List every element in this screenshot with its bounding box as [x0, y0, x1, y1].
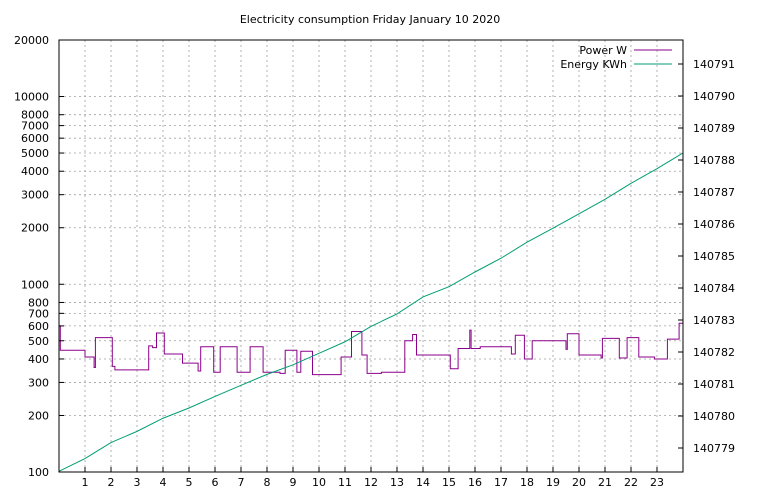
x-tick-label: 12 — [364, 476, 378, 489]
x-tick-label: 14 — [416, 476, 430, 489]
y-tick-label: 600 — [28, 320, 49, 333]
legend: Power W Energy KWh — [560, 44, 672, 71]
x-tick-label: 13 — [390, 476, 404, 489]
legend-label-energy: Energy KWh — [560, 58, 627, 71]
y-tick-label: 300 — [28, 376, 49, 389]
plot-area — [58, 152, 684, 472]
y2-tick-label: 140782 — [693, 346, 735, 359]
y2-tick-label: 140785 — [693, 250, 735, 263]
x-tick-label: 10 — [312, 476, 326, 489]
x-tick-label: 21 — [598, 476, 612, 489]
y2-tick-label: 140791 — [693, 58, 735, 71]
y-tick-label: 7000 — [21, 120, 49, 133]
x-tick-label: 2 — [108, 476, 115, 489]
x-tick-label: 18 — [520, 476, 534, 489]
y-tick-label: 100 — [28, 466, 49, 479]
x-tick-label: 15 — [442, 476, 456, 489]
x-tick-label: 6 — [212, 476, 219, 489]
y2-tick-label: 140789 — [693, 122, 735, 135]
x-tick-label: 1 — [82, 476, 89, 489]
y-tick-label: 2000 — [21, 222, 49, 235]
axis-ticks: 1 2 3 4 5 6 7 8 9 10 11 12 13 14 15 16 17 18 19 20 21 22 23100… — [14, 34, 735, 489]
x-tick-label: 17 — [494, 476, 508, 489]
y-tick-label: 200 — [28, 409, 49, 422]
y2-tick-label: 140788 — [693, 154, 735, 167]
y2-tick-label: 140779 — [693, 442, 735, 455]
y-tick-label: 10000 — [14, 91, 49, 104]
x-tick-label: 7 — [238, 476, 245, 489]
x-tick-label: 8 — [264, 476, 271, 489]
x-tick-label: 23 — [650, 476, 664, 489]
y-tick-label: 8000 — [21, 109, 49, 122]
y-tick-label: 500 — [28, 335, 49, 348]
x-tick-label: 3 — [134, 476, 141, 489]
y-tick-label: 5000 — [21, 147, 49, 160]
x-tick-label: 9 — [290, 476, 297, 489]
series-power-line — [59, 322, 683, 376]
x-tick-label: 11 — [338, 476, 352, 489]
x-tick-label: 16 — [468, 476, 482, 489]
x-tick-label: 19 — [546, 476, 560, 489]
y-tick-label: 400 — [28, 353, 49, 366]
legend-label-power: Power W — [579, 44, 627, 57]
y2-tick-label: 140784 — [693, 282, 735, 295]
y-tick-label: 20000 — [14, 34, 49, 47]
y-tick-label: 6000 — [21, 132, 49, 145]
y-tick-label: 1000 — [21, 278, 49, 291]
y-tick-label: 700 — [28, 307, 49, 320]
x-tick-label: 5 — [186, 476, 193, 489]
y-tick-label: 4000 — [21, 165, 49, 178]
y-tick-label: 800 — [28, 296, 49, 309]
grid — [59, 39, 683, 473]
x-tick-label: 20 — [572, 476, 586, 489]
series-energy-line — [58, 152, 684, 472]
chart-title: Electricity consumption Friday January 1… — [240, 13, 500, 26]
y2-tick-label: 140781 — [693, 378, 735, 391]
x-tick-label: 22 — [624, 476, 638, 489]
x-tick-label: 4 — [160, 476, 167, 489]
y-tick-label: 3000 — [21, 189, 49, 202]
y2-tick-label: 140783 — [693, 314, 735, 327]
y2-tick-label: 140787 — [693, 186, 735, 199]
y2-tick-label: 140780 — [693, 410, 735, 423]
y2-tick-label: 140786 — [693, 218, 735, 231]
y2-tick-label: 140790 — [693, 90, 735, 103]
